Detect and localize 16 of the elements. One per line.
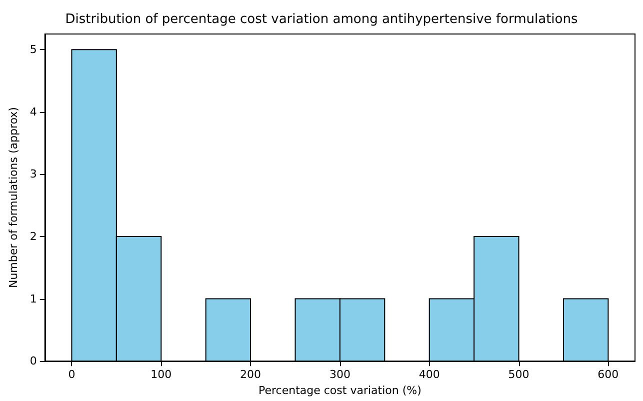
x-tick-label: 600	[598, 368, 619, 382]
x-tick-label: 0	[68, 368, 76, 382]
x-tick-label: 400	[418, 368, 440, 382]
x-tick-label: 500	[508, 368, 530, 382]
y-tick-label: 3	[30, 168, 37, 181]
y-tick-label: 0	[30, 354, 37, 368]
x-tick-label: 200	[240, 368, 262, 382]
x-tick-label: 300	[329, 368, 350, 382]
y-axis-title: Number of formulations (approx)	[7, 107, 20, 288]
y-tick-label: 5	[30, 43, 37, 56]
y-tick-label: 1	[30, 292, 37, 306]
x-tick-label: 100	[150, 368, 172, 382]
x-axis-title: Percentage cost variation (%)	[258, 384, 422, 397]
y-tick-label: 4	[30, 105, 37, 118]
chart-title: Distribution of percentage cost variation among antihypertensive formulations	[65, 12, 578, 27]
y-tick-label: 2	[30, 230, 37, 243]
